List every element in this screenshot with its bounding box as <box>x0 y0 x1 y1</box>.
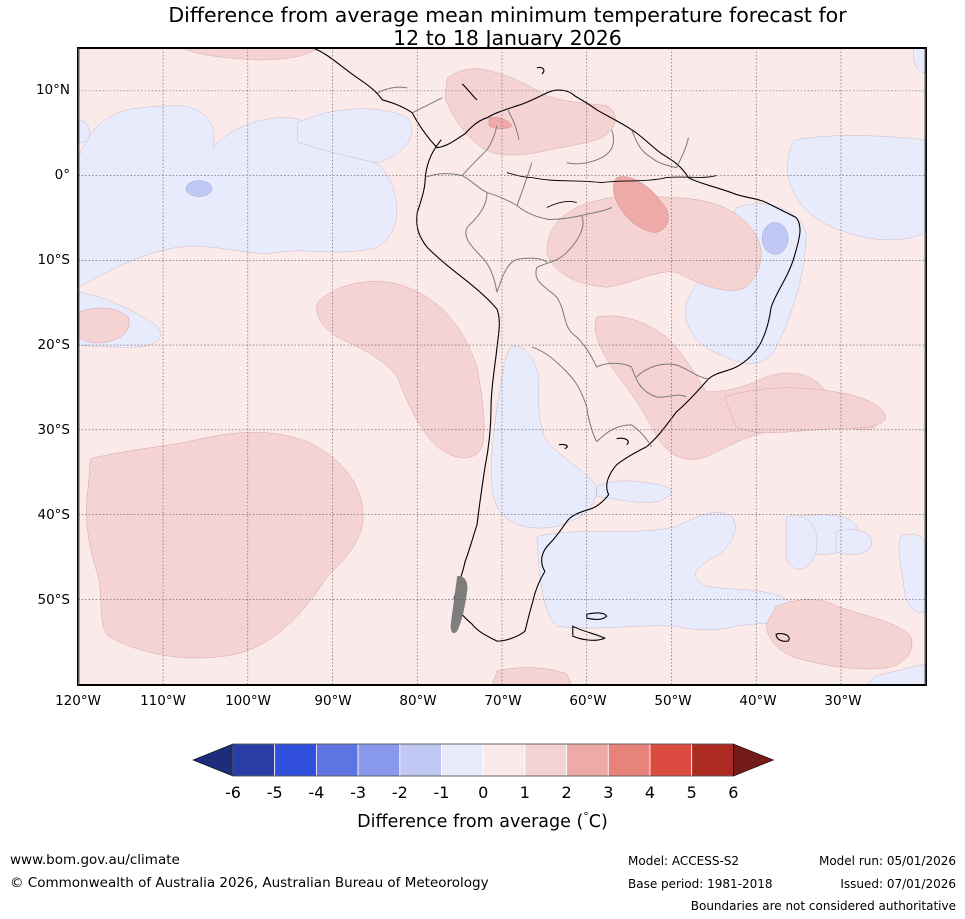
colorbar-segment <box>482 743 526 777</box>
colorbar-segment <box>607 743 651 777</box>
colorbar-tick-label: 3 <box>603 783 614 802</box>
colorbar-segment <box>566 743 609 777</box>
footer-base-period: Base period: 1981-2018 <box>628 877 773 891</box>
lon-label-30w: 30°W <box>824 693 862 709</box>
colorbar-frame <box>232 743 734 777</box>
colorbar-segment <box>691 743 734 777</box>
colorbar-label: Difference from average (°C) <box>357 810 608 832</box>
lon-label-70w: 70°W <box>484 693 522 709</box>
ice-fields <box>450 576 468 634</box>
colorbar-segment <box>315 743 359 777</box>
lon-label-80w: 80°W <box>399 693 437 709</box>
colorbar-tick-label: -6 <box>225 783 241 802</box>
colorbar-segment <box>232 743 276 777</box>
coastlines <box>312 48 801 642</box>
colorbar-tick-label: -5 <box>266 783 283 802</box>
title-line-2: 12 to 18 January 2026 <box>393 26 622 50</box>
footer-model: Model: ACCESS-S2 <box>628 854 740 868</box>
rivers <box>506 172 717 208</box>
country-borders <box>377 86 709 448</box>
lon-label-100w: 100°W <box>225 693 271 709</box>
lat-label-20s: 20°S <box>37 337 71 353</box>
footer-issued: Issued: 07/01/2026 <box>840 877 956 891</box>
colorbar-tick-label: -1 <box>433 783 450 802</box>
title-line-1: Difference from average mean minimum tem… <box>168 3 847 27</box>
lat-label-10n: 10°N <box>35 82 70 98</box>
colorbar-tick-label: 6 <box>728 783 739 802</box>
lat-label-50s: 50°S <box>37 592 71 608</box>
colorbar-tick-label: 5 <box>686 783 697 802</box>
colorbar-segment <box>649 743 693 777</box>
colorbar-segment <box>357 743 401 777</box>
cooler-anomaly-regions <box>185 180 789 255</box>
colorbar-tick-label: 2 <box>561 783 572 802</box>
footer-model-run: Model run: 05/01/2026 <box>818 854 956 868</box>
colorbar <box>192 743 775 777</box>
colorbar-tick-label: -3 <box>350 783 367 802</box>
lat-label-40s: 40°S <box>37 507 71 523</box>
footer-url[interactable]: www.bom.gov.au/climate <box>10 852 180 868</box>
warm-anomaly-regions <box>78 48 913 685</box>
colorbar-segment <box>274 743 317 777</box>
map-title: Difference from average mean minimum tem… <box>0 4 965 50</box>
colorbar-tick-label: 1 <box>519 783 530 802</box>
map-frame <box>78 48 926 685</box>
colorbar-under-arrow <box>192 743 234 777</box>
colorbar-segment <box>399 743 442 777</box>
footer-copyright: © Commonwealth of Australia 2026, Austra… <box>10 875 489 891</box>
colorbar-tick-label: 0 <box>478 783 489 802</box>
colorbar-over-arrow <box>733 743 775 777</box>
lon-label-120w: 120°W <box>55 693 101 709</box>
colorbar-tick-label: -4 <box>308 783 325 802</box>
colorbar-tick-label: 4 <box>644 783 656 802</box>
lat-label-30s: 30°S <box>37 422 71 438</box>
colorbar-segment <box>524 743 567 777</box>
lon-label-110w: 110°W <box>140 693 186 709</box>
lat-label-0: 0° <box>54 167 70 183</box>
warmer-anomaly-regions <box>488 117 669 233</box>
lon-label-50w: 50°W <box>654 693 692 709</box>
lat-label-10s: 10°S <box>37 252 71 268</box>
lon-label-90w: 90°W <box>314 693 352 709</box>
lon-label-60w: 60°W <box>569 693 607 709</box>
forecast-map <box>77 47 927 686</box>
colorbar-tick-label: -2 <box>391 783 408 802</box>
footer-disclaimer: Boundaries are not considered authoritat… <box>690 899 956 913</box>
lon-label-40w: 40°W <box>739 693 777 709</box>
colorbar-segment <box>441 743 484 777</box>
